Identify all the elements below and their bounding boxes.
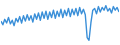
line — [1, 6, 119, 41]
chart — [0, 0, 120, 45]
plot-area — [1, 6, 119, 41]
